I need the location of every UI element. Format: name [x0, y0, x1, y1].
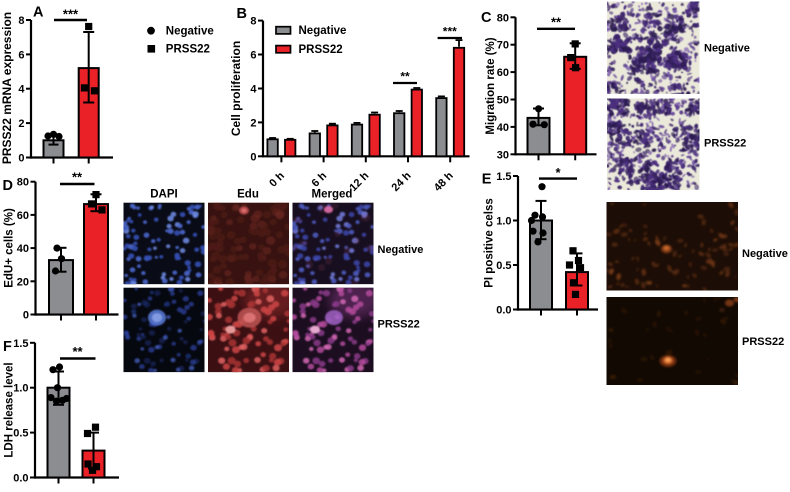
- svg-text:LDH release level: LDH release level: [4, 362, 16, 457]
- svg-text:24 h: 24 h: [390, 170, 414, 194]
- svg-text:20: 20: [17, 276, 29, 288]
- svg-text:80: 80: [497, 12, 509, 24]
- svg-text:D: D: [3, 178, 13, 194]
- svg-text:Cell proliferation: Cell proliferation: [229, 41, 243, 136]
- svg-text:1.0: 1.0: [13, 383, 28, 395]
- svg-text:B: B: [237, 6, 247, 22]
- svg-text:Negative: Negative: [378, 244, 424, 256]
- svg-text:F: F: [3, 339, 12, 355]
- svg-text:6: 6: [250, 50, 256, 62]
- svg-text:PRSS22 mRNA expression: PRSS22 mRNA expression: [0, 12, 14, 164]
- svg-text:0 h: 0 h: [267, 170, 287, 190]
- svg-text:1.0: 1.0: [496, 216, 511, 228]
- svg-text:6: 6: [18, 49, 24, 61]
- svg-text:***: ***: [63, 7, 79, 22]
- svg-text:50: 50: [497, 95, 509, 107]
- svg-text:0: 0: [23, 310, 29, 322]
- svg-text:0.0: 0.0: [13, 473, 28, 485]
- svg-text:DAPI: DAPI: [150, 189, 177, 201]
- svg-text:**: **: [400, 70, 410, 84]
- svg-text:0.5: 0.5: [13, 428, 28, 440]
- svg-text:PRSS22: PRSS22: [378, 319, 420, 331]
- svg-text:Edu: Edu: [237, 189, 259, 201]
- svg-text:*: *: [555, 165, 561, 180]
- svg-text:Merged: Merged: [312, 189, 353, 201]
- svg-text:0: 0: [250, 151, 256, 163]
- svg-text:EdU+ cells (%): EdU+ cells (%): [4, 208, 16, 288]
- svg-text:4: 4: [18, 84, 25, 96]
- svg-text:0.5: 0.5: [496, 260, 511, 272]
- svg-text:2: 2: [18, 118, 24, 130]
- svg-text:Migration rate (%): Migration rate (%): [485, 37, 497, 134]
- svg-text:40: 40: [17, 243, 29, 255]
- svg-text:8: 8: [250, 16, 256, 28]
- svg-text:***: ***: [443, 25, 457, 39]
- svg-text:E: E: [482, 172, 492, 188]
- svg-text:PRSS22: PRSS22: [742, 336, 784, 348]
- svg-text:PRSS22: PRSS22: [704, 138, 746, 150]
- svg-text:**: **: [72, 344, 83, 359]
- svg-text:8: 8: [18, 15, 24, 27]
- svg-text:48 h: 48 h: [432, 170, 456, 194]
- svg-text:40: 40: [497, 122, 509, 134]
- svg-text:0.0: 0.0: [496, 305, 511, 317]
- svg-text:70: 70: [497, 40, 509, 52]
- svg-text:6 h: 6 h: [309, 170, 329, 190]
- svg-text:4: 4: [250, 84, 257, 96]
- svg-text:**: **: [72, 170, 83, 185]
- svg-text:60: 60: [497, 67, 509, 79]
- svg-text:A: A: [33, 5, 44, 21]
- svg-text:30: 30: [497, 149, 509, 161]
- svg-text:Negative: Negative: [166, 26, 214, 38]
- svg-text:2: 2: [250, 117, 256, 129]
- svg-text:Negative: Negative: [299, 25, 347, 37]
- svg-text:C: C: [481, 10, 492, 26]
- svg-text:PRSS22: PRSS22: [299, 44, 343, 56]
- svg-text:PI positive celss: PI positive celss: [484, 198, 496, 288]
- svg-text:1.5: 1.5: [13, 338, 28, 350]
- svg-text:Negative: Negative: [704, 43, 750, 55]
- svg-text:0: 0: [18, 153, 24, 165]
- svg-text:1.5: 1.5: [496, 171, 511, 183]
- svg-text:Negative: Negative: [742, 248, 788, 260]
- svg-text:PRSS22: PRSS22: [166, 44, 210, 56]
- svg-text:60: 60: [17, 210, 29, 222]
- svg-text:80: 80: [17, 177, 29, 189]
- svg-text:**: **: [551, 15, 562, 30]
